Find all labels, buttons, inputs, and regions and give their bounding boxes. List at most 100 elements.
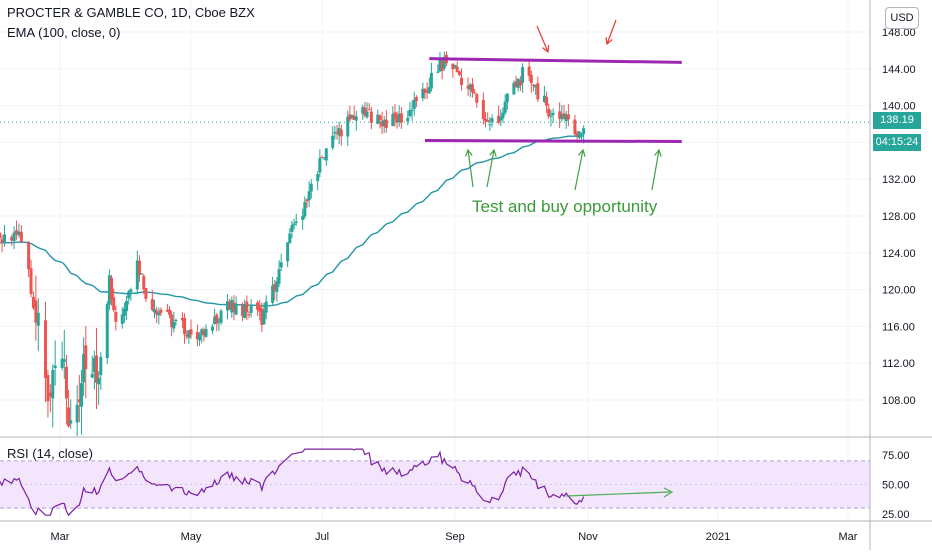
price-tick-label: 128.00 — [882, 211, 916, 223]
candle-body — [185, 334, 189, 337]
candle-body — [339, 129, 343, 137]
price-tick-label: 116.00 — [882, 321, 915, 333]
candle-body — [217, 321, 221, 323]
candle-body — [518, 80, 522, 86]
candle-body — [412, 99, 416, 109]
candle-body — [105, 304, 109, 359]
candle-body — [114, 311, 118, 322]
candle-body — [140, 273, 144, 275]
green-arrow-3 — [574, 149, 584, 191]
price-tick-label: 112.00 — [882, 358, 915, 370]
time-tick-label: Sep — [445, 531, 465, 543]
price-tick-label: 140.00 — [882, 101, 916, 113]
candle-body — [346, 116, 350, 137]
candle-body — [305, 199, 309, 202]
candle-body — [406, 117, 410, 122]
candle-body — [542, 95, 546, 102]
candle-body — [442, 56, 446, 69]
rsi-line — [0, 448, 585, 517]
red-arrow-2-head — [605, 36, 613, 46]
candle-body — [470, 84, 474, 93]
candle-body — [331, 135, 335, 148]
rsi-divergence-arrowhead — [663, 487, 674, 498]
candle-body — [19, 231, 23, 242]
candle-body — [354, 116, 358, 121]
candle-body — [527, 66, 531, 76]
price-tick-label: 132.00 — [882, 174, 916, 186]
time-tick-label: May — [181, 531, 202, 543]
candle-body — [307, 191, 311, 201]
chart-title: PROCTER & GAMBLE CO, 1D, Cboe BZX — [7, 5, 255, 20]
candle-body — [202, 330, 206, 336]
candle-body — [0, 232, 2, 239]
candle-body — [380, 121, 384, 127]
candle-body — [575, 133, 579, 136]
candle-body — [264, 301, 268, 313]
candle-body — [213, 316, 217, 324]
trendline-support — [424, 139, 682, 143]
candle-body — [243, 304, 247, 319]
candle-body — [107, 275, 111, 305]
candle-body — [573, 119, 577, 135]
candle-body — [135, 260, 139, 290]
candle-body — [170, 314, 174, 327]
candle-body — [288, 233, 292, 244]
candle-body — [514, 81, 518, 88]
candle-body — [90, 373, 94, 378]
candle-body — [562, 113, 566, 119]
candle-body — [361, 107, 365, 114]
candle-body — [367, 109, 371, 111]
last-price-label: 138.19 — [873, 112, 921, 129]
candle-body — [82, 354, 86, 383]
candle-body — [376, 114, 380, 124]
candle-body — [183, 317, 187, 334]
candle-body — [549, 115, 553, 117]
candle-body — [64, 366, 68, 399]
candle-body — [60, 358, 64, 368]
candle-body — [97, 377, 101, 385]
candle-body — [397, 113, 401, 123]
green-arrow-3-head — [578, 148, 586, 157]
candle-body — [120, 314, 124, 324]
candle-body — [427, 87, 431, 94]
candle-body — [429, 72, 433, 89]
candle-body — [226, 301, 230, 311]
candle-body — [200, 329, 204, 335]
candle-body — [577, 131, 581, 138]
green-arrow-4 — [651, 149, 660, 191]
candle-body — [2, 234, 6, 244]
candle-body — [286, 242, 290, 262]
candle-body — [486, 120, 490, 122]
currency-button[interactable]: USD — [885, 7, 919, 29]
candle-body — [521, 67, 525, 83]
candle-body — [290, 225, 294, 232]
candle-body — [292, 223, 296, 226]
rsi-legend[interactable]: RSI (14, close) — [7, 446, 93, 461]
ema-legend[interactable]: EMA (100, close, 0) — [7, 25, 121, 40]
candle-body — [48, 392, 52, 397]
candle-body — [241, 304, 245, 317]
candle-body — [62, 359, 66, 362]
candle-body — [294, 221, 298, 223]
time-tick-label: Nov — [578, 531, 598, 543]
candle-body — [12, 232, 16, 242]
red-arrow-1 — [536, 25, 549, 53]
candle-body — [484, 119, 488, 121]
candle-body — [475, 94, 479, 103]
candle-body — [0, 239, 4, 244]
candle-body — [436, 71, 440, 73]
candle-body — [10, 236, 14, 241]
rsi-divergence-line — [565, 491, 671, 497]
candle-body — [369, 111, 373, 123]
candle-body — [350, 114, 354, 118]
candle-body — [382, 119, 386, 127]
candle-body — [27, 242, 31, 270]
candle-body — [408, 109, 412, 117]
candle-body — [34, 300, 38, 323]
candle-body — [165, 309, 169, 312]
candle-body — [215, 314, 219, 324]
candle-body — [414, 97, 418, 102]
candle-body — [545, 96, 549, 106]
candle-body — [558, 111, 562, 119]
